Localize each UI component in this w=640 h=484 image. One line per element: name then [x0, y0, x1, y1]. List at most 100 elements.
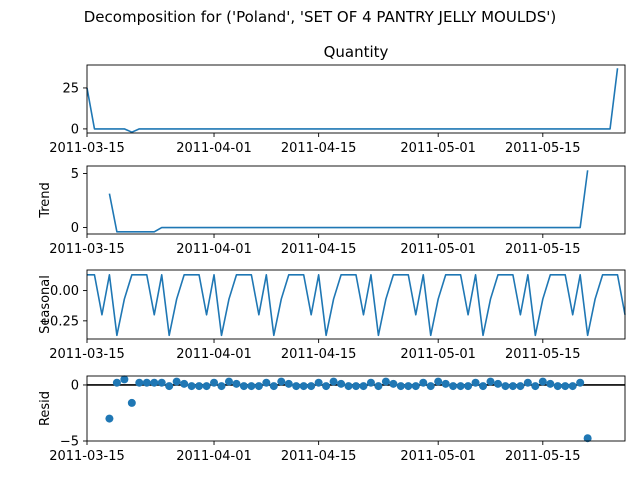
panel-2-ylabel: Trend	[38, 182, 53, 219]
panel-4-point	[307, 382, 316, 391]
panel-4-point	[299, 382, 308, 391]
panel-3-x-tick-label: 2011-03-15	[49, 347, 125, 362]
panel-4-point	[531, 382, 540, 391]
panel-2-series-line	[108, 170, 589, 233]
panel-3-axes-frame	[86, 269, 626, 340]
panel-4-point	[105, 414, 114, 423]
panel-4-point	[239, 382, 248, 391]
panel-4-point	[224, 377, 233, 386]
panel-4-point	[202, 382, 211, 391]
panel-4-point	[337, 379, 346, 388]
panel-2-y-tick-label: 5	[71, 167, 79, 182]
panel-4-x-tick-label: 2011-04-15	[281, 449, 357, 464]
panel-4-point	[277, 377, 286, 386]
panel-2-x-tick-label: 2011-04-01	[176, 242, 252, 257]
panel-1-x-tick-label: 2011-04-01	[176, 141, 252, 156]
panel-4-point	[538, 377, 547, 386]
panel-4-point	[135, 378, 144, 387]
panel-4-point	[546, 379, 555, 388]
panel-1-y-tick-label: 25	[62, 81, 79, 96]
panel-4-point	[456, 382, 465, 391]
panel-1-x-tick-label: 2011-04-15	[281, 141, 357, 156]
panel-2-axes-frame	[86, 165, 626, 235]
panel-4-point	[120, 375, 129, 384]
panel-4-point	[486, 377, 495, 386]
panel-3-x-tick-label: 2011-04-01	[176, 347, 252, 362]
panel-4-point	[479, 382, 488, 391]
panel-4-point	[404, 382, 413, 391]
panel-4-x-tick-label: 2011-04-01	[176, 449, 252, 464]
panel-4-point	[142, 378, 151, 387]
panel-4-point	[172, 377, 181, 386]
panel-2-y-tick-label: 0	[71, 221, 79, 236]
panel-3-ylabel: Seasonal	[38, 275, 53, 334]
panel-2-x-tick-label: 2011-05-01	[400, 242, 476, 257]
panel-4-y-tick-label: 0	[71, 378, 79, 393]
panel-4-point	[381, 377, 390, 386]
panel-4-point	[210, 378, 219, 387]
panel-4-point	[516, 382, 525, 391]
panel-2-x-tick-label: 2011-03-15	[49, 242, 125, 257]
panel-4-point	[247, 382, 256, 391]
panel-4-axes-frame	[86, 375, 626, 442]
panel-4-point	[329, 377, 338, 386]
panel-1-x-tick-label: 2011-03-15	[49, 141, 125, 156]
panel-4-ylabel: Resid	[38, 391, 53, 426]
panel-4-point	[314, 378, 323, 387]
panel-4-point	[583, 434, 592, 443]
panel-4-point	[284, 379, 293, 388]
panel-4-point	[292, 382, 301, 391]
panel-4-point	[411, 382, 420, 391]
panel-4-point	[568, 382, 577, 391]
panel-4-point	[269, 382, 278, 391]
panel-4-x-tick-label: 2011-05-01	[400, 449, 476, 464]
panel-1-y-tick-label: 0	[71, 122, 79, 137]
panel-4-point	[344, 382, 353, 391]
panel-4-point	[187, 382, 196, 391]
panel-4-point	[254, 382, 263, 391]
panel-1-x-tick-label: 2011-05-01	[400, 141, 476, 156]
panel-4-point	[493, 379, 502, 388]
panel-3-y-tick-label: −0.25	[39, 314, 79, 329]
panel-4-point	[561, 382, 570, 391]
panel-4-point	[501, 382, 510, 391]
panel-2-x-tick-label: 2011-04-15	[281, 242, 357, 257]
panel-4-point	[396, 382, 405, 391]
panel-4-point	[195, 382, 204, 391]
panel-4-point	[464, 382, 473, 391]
panel-4-point	[322, 382, 331, 391]
panel-4-point	[352, 382, 360, 391]
panel-4-point	[150, 378, 159, 387]
panel-3-y-tick-label: 0.00	[50, 284, 79, 299]
panel-4-point	[112, 378, 121, 387]
panel-4-point	[441, 379, 450, 388]
panel-1-title: Quantity	[324, 43, 389, 61]
panel-4-point	[434, 377, 443, 386]
panel-4-point	[419, 378, 428, 387]
panel-4-x-tick-label: 2011-03-15	[49, 449, 125, 464]
panel-4-point	[127, 398, 136, 407]
panel-4-point	[576, 378, 585, 387]
panel-4-point	[165, 382, 174, 391]
panel-2-x-tick-label: 2011-05-15	[505, 242, 581, 257]
panel-4-point	[449, 382, 458, 391]
panel-4-x-tick-label: 2011-05-15	[505, 449, 581, 464]
panel-3-series-line	[87, 274, 626, 337]
panel-4-point	[426, 382, 435, 391]
panel-1-axes-frame	[86, 64, 626, 134]
panel-4-point	[508, 382, 517, 391]
panel-4-point	[553, 382, 562, 391]
panel-4-point	[374, 382, 383, 391]
panel-4-point	[389, 379, 398, 388]
panel-3-x-tick-label: 2011-05-01	[400, 347, 476, 362]
panel-4-point	[217, 382, 226, 391]
panel-1-x-tick-label: 2011-05-15	[505, 141, 581, 156]
panel-4-point	[232, 379, 241, 388]
figure-suptitle: Decomposition for ('Poland', 'SET OF 4 P…	[84, 8, 556, 26]
panel-1-series-line	[86, 68, 619, 133]
panel-3-x-tick-label: 2011-05-15	[505, 347, 581, 362]
panel-4-point	[157, 378, 166, 387]
panel-4-point	[471, 378, 480, 387]
